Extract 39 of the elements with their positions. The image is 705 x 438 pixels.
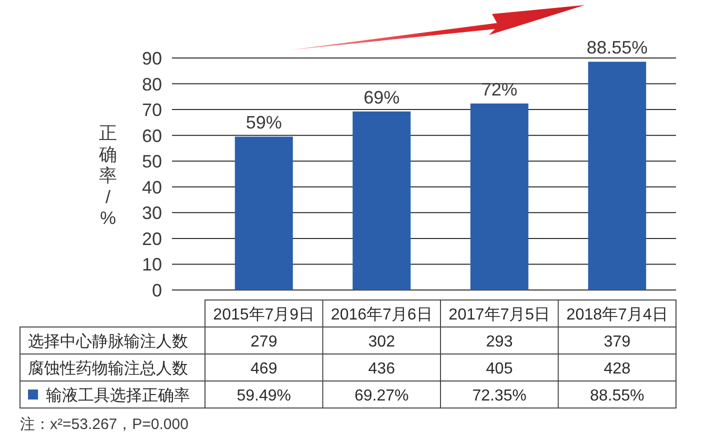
y-tick-label: 40 bbox=[142, 177, 162, 198]
y-tick-label: 10 bbox=[142, 254, 162, 275]
annotation: 88.55% bbox=[586, 38, 648, 58]
annotation: 59% bbox=[246, 112, 282, 133]
y-tick-label: 60 bbox=[142, 126, 162, 146]
data-label: 72.35% bbox=[472, 388, 527, 404]
x-tick-label: 2015年7月9日 bbox=[213, 306, 315, 324]
text: 302 bbox=[368, 334, 395, 350]
data-label: 88.55% bbox=[590, 388, 644, 404]
text: 选择中心静脉输注人数 bbox=[28, 332, 188, 350]
y-tick-label: 20 bbox=[142, 228, 162, 249]
bar bbox=[352, 111, 411, 290]
y-tick-label: 0 bbox=[152, 280, 162, 300]
y-tick-label: 50 bbox=[142, 152, 162, 172]
data-label: 59.49% bbox=[236, 388, 292, 404]
data-label: 69.27% bbox=[354, 388, 409, 404]
text: 469 bbox=[250, 360, 278, 378]
text: 注：x²=53.267，P=0.000 bbox=[20, 416, 188, 433]
x-tick-label: 2018年7月4日 bbox=[566, 306, 668, 324]
text: 279 bbox=[250, 334, 278, 350]
text: 428 bbox=[604, 360, 630, 378]
x-tick-label: 2017年7月5日 bbox=[448, 306, 550, 324]
y-tick-label: 70 bbox=[142, 100, 162, 120]
text: 379 bbox=[604, 334, 630, 350]
y-tick-label: 30 bbox=[142, 203, 162, 224]
bar bbox=[234, 136, 293, 290]
y-tick-label: 80 bbox=[142, 74, 162, 94]
y-axis-title: 正确率/% bbox=[98, 123, 117, 228]
y-tick-label: 90 bbox=[142, 48, 162, 68]
legend-label: 输液工具选择正确率 bbox=[46, 386, 190, 404]
annotation: 69% bbox=[364, 87, 400, 108]
bar bbox=[588, 62, 646, 290]
text: 405 bbox=[486, 360, 513, 378]
text: 436 bbox=[368, 360, 395, 378]
x-tick-label: 2016年7月6日 bbox=[330, 306, 432, 324]
bar bbox=[470, 104, 528, 290]
annotation: 72% bbox=[481, 80, 518, 100]
text: 腐蚀性药物输注总人数 bbox=[28, 360, 188, 378]
text: 293 bbox=[486, 334, 513, 350]
